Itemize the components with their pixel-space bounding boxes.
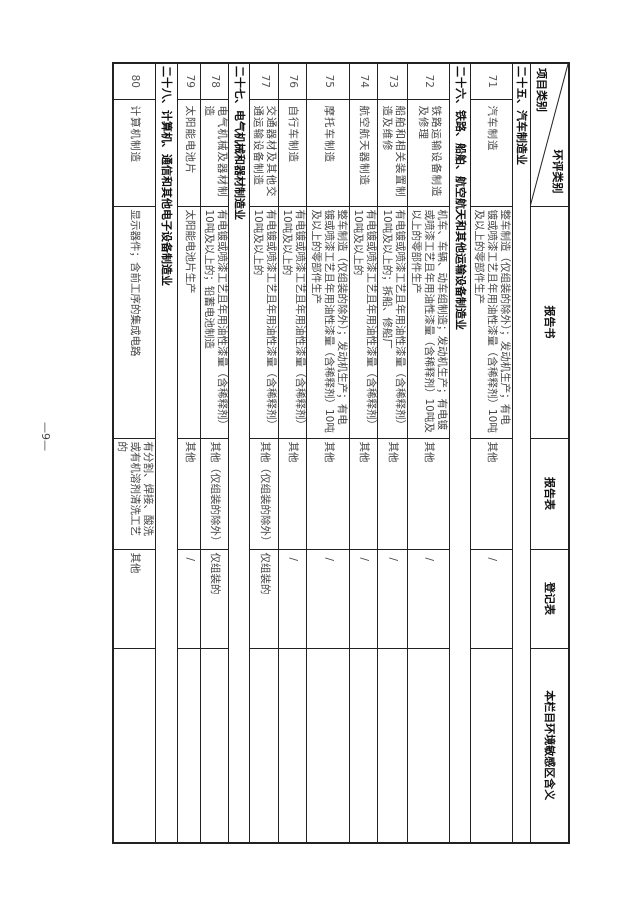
section-row: 二十五、汽车制造业: [513, 63, 531, 843]
table-row: 76 自行车制造 有电镀或喷漆工艺且年用油性漆量（含稀释剂）10吨及以上的 其他 /: [279, 63, 307, 843]
sensitive-area-header: 本栏目环境敏感区含义: [531, 648, 569, 843]
item-number: 72: [408, 63, 450, 99]
item-name: 汽车制造: [471, 99, 513, 206]
item-name: 铁路运输设备制造及修理: [408, 99, 450, 206]
sensitive-area-cell: [378, 648, 408, 843]
registration-form-cell: /: [378, 549, 408, 648]
table-row: 80 计算机制造 显示器件；含前工序的集成电路 有分割、焊接、酸洗或有机溶剂清洗工艺的…: [113, 63, 156, 843]
table-row: 72 铁路运输设备制造及修理 机车、车辆、动车组制造；发动机生产；有电镀或喷漆工艺且…: [408, 63, 450, 843]
table-row: 77 交通器材及其他交通运输设备制造 有电镀或喷漆工艺且年用油性漆量（含稀释剂）10…: [250, 63, 279, 843]
sensitive-area-cell: [279, 648, 307, 843]
section-title: 二十七、电气机械和器材制造业: [229, 63, 250, 843]
report-form-cell: 其他（仅组装的除外）: [201, 438, 229, 549]
sensitive-area-cell: [113, 648, 156, 843]
item-name: 太阳能电池片: [178, 99, 201, 206]
table-row: 78 电气机械及器材制造 有电镀或喷漆工艺且年用油性漆量（含稀释剂）10吨及以上的；…: [201, 63, 229, 843]
sensitive-area-cell: [408, 648, 450, 843]
report-book-cell: 显示器件；含前工序的集成电路: [113, 206, 156, 438]
table-row: 74 航空航天器制造 有电镀或喷漆工艺且年用油性漆量（含稀释剂）10吨及以上的 其他 /: [350, 63, 378, 843]
section-row: 二十八、计算机、通信和其他电子设备制造业: [156, 63, 178, 843]
item-name: 交通器材及其他交通运输设备制造: [250, 99, 279, 206]
page-number: —9—: [39, 422, 52, 451]
table-row: 75 摩托车制造 整车制造（仅组装的除外）；发动机生产；有电镀或喷漆工艺且年用油性漆…: [307, 63, 350, 843]
project-category-label: 项目类别: [535, 68, 549, 112]
report-book-cell: 整车制造（仅组装的除外）；发动机生产；有电镀或喷漆工艺且年用油性漆量（含稀释剂）…: [307, 206, 350, 438]
report-form-cell: 其他: [307, 438, 350, 549]
report-form-cell: 其他: [279, 438, 307, 549]
item-number: 76: [279, 63, 307, 99]
report-form-cell: 其他: [471, 438, 513, 549]
report-form-cell: 有分割、焊接、酸洗或有机溶剂清洗工艺的: [113, 438, 156, 549]
sensitive-area-cell: [307, 648, 350, 843]
registration-form-cell: /: [408, 549, 450, 648]
registration-form-header: 登记表: [531, 549, 569, 648]
report-book-cell: 太阳能电池片生产: [178, 206, 201, 438]
report-book-cell: 有电镀或喷漆工艺且年用油性漆量（含稀释剂）10吨及以上的: [250, 206, 279, 438]
item-number: 78: [201, 63, 229, 99]
report-form-header: 报告表: [531, 438, 569, 549]
table-row: 79 太阳能电池片 太阳能电池片生产 其他 /: [178, 63, 201, 843]
item-name: 自行车制造: [279, 99, 307, 206]
item-name: 摩托车制造: [307, 99, 350, 206]
sensitive-area-cell: [178, 648, 201, 843]
report-book-cell: 机车、车辆、动车组制造；发动机生产；有电镀或喷漆工艺且年用油性漆量（含稀释剂）1…: [408, 206, 450, 438]
sensitive-area-cell: [201, 648, 229, 843]
diagonal-line: [531, 64, 568, 206]
sensitive-area-cell: [350, 648, 378, 843]
report-form-cell: 其他: [178, 438, 201, 549]
registration-form-cell: /: [307, 549, 350, 648]
eia-category-table: 环评类别 项目类别 报告书 报告表 登记表 本栏目环境敏感区含义 二十五、汽车制…: [112, 62, 570, 844]
section-row: 二十六、铁路、船舶、航空航天和其他运输设备制造业: [450, 63, 471, 843]
item-number: 71: [471, 63, 513, 99]
section-row: 二十七、电气机械和器材制造业: [229, 63, 250, 843]
header-row: 环评类别 项目类别 报告书 报告表 登记表 本栏目环境敏感区含义: [531, 63, 569, 843]
registration-form-cell: 仅组装的: [201, 549, 229, 648]
sensitive-area-cell: [250, 648, 279, 843]
report-form-cell: 其他: [378, 438, 408, 549]
report-book-cell: 有电镀或喷漆工艺且年用油性漆量（含稀释剂）10吨及以上的: [350, 206, 378, 438]
report-book-cell: 有电镀或喷漆工艺且年用油性漆量（含稀释剂）10吨及以上的: [279, 206, 307, 438]
report-book-cell: 有电镀或喷漆工艺且年用油性漆量（含稀释剂）10吨及以上的；铅蓄电池制造: [201, 206, 229, 438]
section-title: 二十五、汽车制造业: [513, 63, 531, 843]
report-book-header: 报告书: [531, 206, 569, 438]
item-number: 79: [178, 63, 201, 99]
item-number: 74: [350, 63, 378, 99]
registration-form-cell: /: [279, 549, 307, 648]
report-book-cell: 有电镀或喷漆工艺且年用油性漆量（含稀释剂）10吨及以上的；拆船、修船厂: [378, 206, 408, 438]
item-number: 73: [378, 63, 408, 99]
section-title: 二十八、计算机、通信和其他电子设备制造业: [156, 63, 178, 843]
rotated-page: 环评类别 项目类别 报告书 报告表 登记表 本栏目环境敏感区含义 二十五、汽车制…: [39, 62, 570, 844]
item-number: 80: [113, 63, 156, 99]
table-row: 71 汽车制造 整车制造（仅组装的除外）；发动机生产；有电镀或喷漆工艺且年用油性漆量…: [471, 63, 513, 843]
registration-form-cell: /: [350, 549, 378, 648]
item-name: 船舶和相关装置制造及维修: [378, 99, 408, 206]
registration-form-cell: 其他: [113, 549, 156, 648]
item-number: 75: [307, 63, 350, 99]
section-title: 二十六、铁路、船舶、航空航天和其他运输设备制造业: [450, 63, 471, 843]
item-number: 77: [250, 63, 279, 99]
report-form-cell: 其他（仅组装的除外）: [250, 438, 279, 549]
env-category-label: 环评类别: [551, 149, 564, 194]
diagonal-header-cell: 环评类别 项目类别: [531, 63, 569, 206]
sensitive-area-cell: [471, 648, 513, 843]
item-name: 航空航天器制造: [350, 99, 378, 206]
report-form-cell: 其他: [350, 438, 378, 549]
registration-form-cell: 仅组装的: [250, 549, 279, 648]
registration-form-cell: /: [178, 549, 201, 648]
table-row: 73 船舶和相关装置制造及维修 有电镀或喷漆工艺且年用油性漆量（含稀释剂）10吨及以…: [378, 63, 408, 843]
item-name: 电气机械及器材制造: [201, 99, 229, 206]
item-name: 计算机制造: [113, 99, 156, 206]
report-book-cell: 整车制造（仅组装的除外）；发动机生产；有电镀或喷漆工艺且年用油性漆量（含稀释剂）…: [471, 206, 513, 438]
report-form-cell: 其他: [408, 438, 450, 549]
registration-form-cell: /: [471, 549, 513, 648]
